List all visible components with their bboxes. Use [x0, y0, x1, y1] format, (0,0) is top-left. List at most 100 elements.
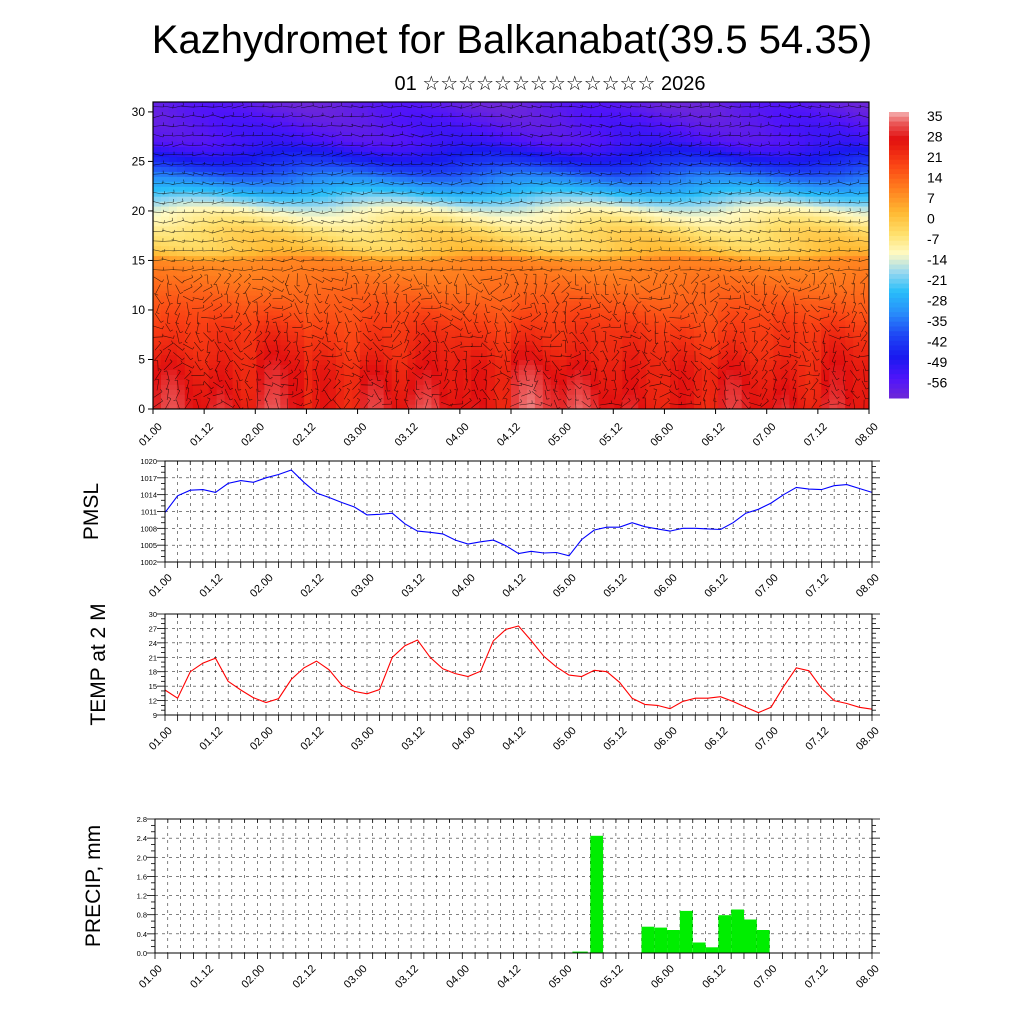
heatmap-cell [312, 265, 321, 271]
heatmap-cell [232, 196, 242, 202]
heatmap-cell [431, 166, 440, 172]
heatmap-cell [773, 136, 783, 143]
heatmap-cell [503, 309, 512, 316]
heatmap-cell [741, 220, 751, 227]
heatmap-cell [725, 359, 735, 366]
heatmap-cell [439, 305, 448, 311]
heatmap-cell [391, 201, 401, 207]
heatmap-cell [598, 176, 608, 182]
heatmap-cell [320, 265, 329, 271]
heatmap-cell [495, 399, 504, 405]
heatmap-cell [670, 295, 679, 301]
heatmap-cell [709, 389, 719, 395]
heatmap-cell [518, 285, 528, 291]
heatmap-cell [391, 374, 401, 380]
heatmap-cell [168, 191, 178, 197]
heatmap-cell [733, 295, 743, 301]
heatmap-cell [518, 359, 528, 366]
heatmap-cell [359, 116, 369, 123]
heatmap-cell [304, 126, 313, 133]
heatmap-cell [248, 334, 258, 341]
heatmap-cell [192, 156, 202, 163]
heatmap-cell [343, 106, 353, 113]
heatmap-cell [701, 369, 711, 375]
heatmap-cell [423, 285, 433, 291]
heatmap-cell [367, 136, 377, 143]
heatmap-cell [335, 270, 345, 276]
heatmap-cell [471, 305, 480, 311]
heatmap-cell [240, 186, 250, 192]
heatmap-cell [391, 106, 401, 113]
heatmap-cell [328, 260, 337, 266]
heatmap-cell [558, 210, 568, 217]
heatmap-cell [534, 290, 544, 296]
heatmap-cell [160, 319, 170, 326]
heatmap-cell [487, 349, 496, 356]
heatmap-cell [638, 106, 647, 113]
heatmap-cell [463, 339, 472, 346]
heatmap-cell [487, 354, 496, 361]
heatmap-cell [447, 359, 456, 366]
heatmap-cell [288, 384, 297, 390]
heatmap-cell [765, 230, 775, 237]
heatmap-cell [471, 215, 480, 222]
heatmap-cell [717, 106, 727, 113]
heatmap-cell [383, 384, 393, 390]
heatmap-cell [511, 384, 520, 390]
heatmap-cell [447, 399, 456, 405]
heatmap-cell [288, 151, 297, 158]
heatmap-cell [622, 260, 631, 266]
heatmap-cell [686, 210, 695, 217]
heatmap-cell [503, 235, 512, 242]
heatmap-cell [518, 106, 528, 113]
heatmap-cell [240, 359, 250, 366]
heatmap-cell [296, 389, 305, 395]
heatmap-cell [232, 186, 242, 192]
heatmap-cell [717, 329, 727, 336]
heatmap-cell [264, 205, 273, 212]
heatmap-cell [359, 305, 369, 311]
heatmap-cell [550, 166, 560, 172]
heatmap-cell [622, 329, 631, 336]
heatmap-cell [638, 309, 647, 316]
heatmap-cell [168, 156, 178, 163]
heatmap-cell [558, 186, 568, 192]
heatmap-cell [574, 329, 584, 336]
heatmap-cell [765, 235, 775, 242]
heatmap-cell [550, 176, 560, 182]
heatmap-cell [678, 265, 687, 271]
heatmap-cell [511, 131, 520, 138]
heatmap-cell [375, 146, 385, 153]
heatmap-cell [781, 141, 791, 148]
heatmap-cell [503, 210, 512, 217]
heatmap-cell [590, 379, 600, 385]
heatmap-cell [232, 379, 242, 385]
heatmap-cell [224, 176, 234, 182]
heatmap-cell [455, 116, 464, 123]
heatmap-cell [232, 344, 242, 351]
heatmap-cell [789, 309, 798, 316]
heatmap-cell [781, 364, 791, 370]
heatmap-cell [479, 324, 488, 331]
heatmap-cell [296, 285, 305, 291]
heatmap-cell [487, 191, 496, 197]
heatmap-cell [558, 364, 568, 370]
heatmap-cell [184, 290, 194, 296]
heatmap-cell [399, 285, 409, 291]
heatmap-cell [582, 141, 592, 148]
heatmap-cell [192, 260, 202, 266]
heatmap-cell [463, 359, 472, 366]
heatmap-cell [511, 329, 520, 336]
heatmap-cell [558, 141, 568, 148]
heatmap-cell [264, 240, 273, 247]
heatmap-cell [423, 364, 433, 370]
heatmap-cell [741, 240, 751, 247]
heatmap-cell [328, 176, 337, 182]
heatmap-cell [304, 324, 313, 331]
heatmap-cell [662, 334, 671, 341]
heatmap-cell [598, 329, 608, 336]
heatmap-cell [773, 404, 783, 409]
heatmap-cell [598, 260, 608, 266]
heatmap-cell [160, 156, 170, 163]
heatmap-cell [749, 250, 759, 257]
